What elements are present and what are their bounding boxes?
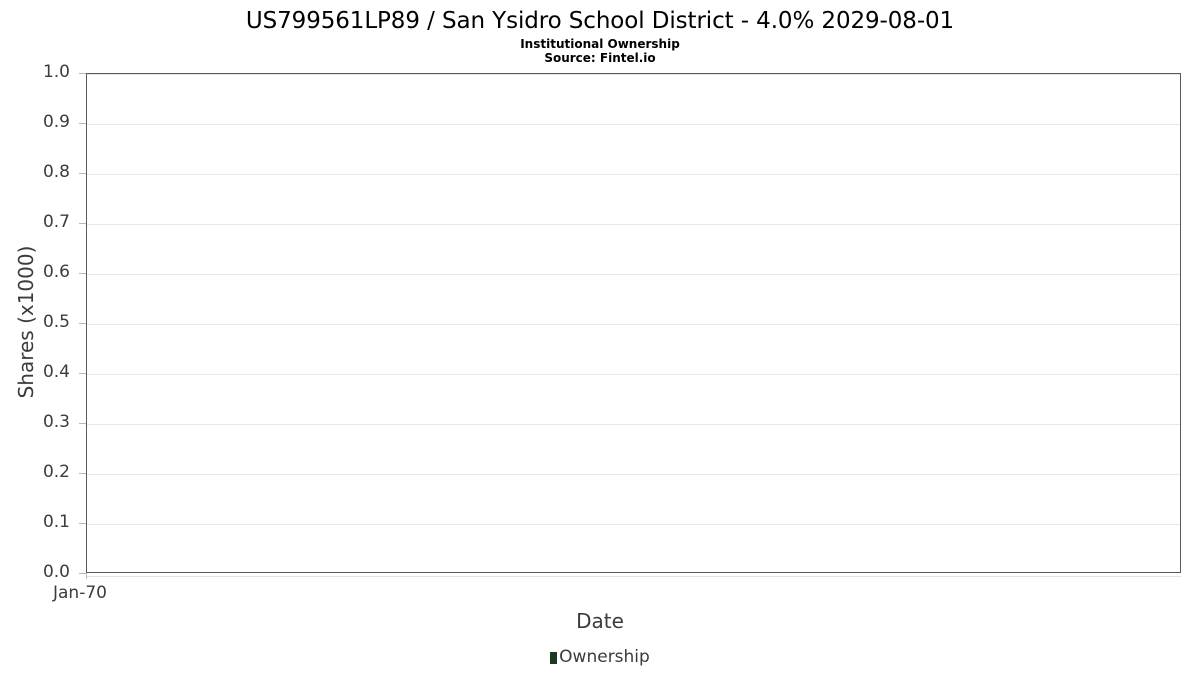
gridline [87, 424, 1180, 425]
y-tick-label: 1.0 [42, 62, 70, 82]
gridline [87, 124, 1180, 125]
y-tick-mark [79, 323, 86, 324]
gridline [87, 474, 1180, 475]
y-tick-mark [79, 373, 86, 374]
plot-area [86, 73, 1181, 573]
chart-subtitle: Institutional Ownership [520, 37, 680, 51]
y-tick-mark [79, 73, 86, 74]
y-tick-label: 0.5 [42, 312, 70, 332]
y-tick-mark [79, 423, 86, 424]
chart-title: US799561LP89 / San Ysidro School Distric… [245, 8, 955, 34]
gridline [87, 524, 1180, 525]
y-tick-label: 0.6 [42, 262, 70, 282]
chart-source: Source: Fintel.io [544, 51, 656, 65]
y-tick-label: 0.1 [42, 512, 70, 532]
legend-item[interactable]: Ownership [550, 648, 650, 667]
chart-header: US799561LP89 / San Ysidro School Distric… [0, 0, 1200, 65]
x-tick-label: Jan-70 [53, 583, 107, 603]
legend-label: Ownership [559, 647, 650, 667]
y-tick-label: 0.3 [42, 412, 70, 432]
legend-swatch-icon [550, 651, 558, 664]
y-tick-label: 0.8 [42, 162, 70, 182]
x-tick-mark [86, 573, 87, 579]
y-tick-label: 0.9 [42, 112, 70, 132]
gridline [87, 74, 1180, 75]
y-tick-label: 0.4 [42, 362, 70, 382]
x-axis-label: Date [576, 609, 624, 633]
gridline [87, 324, 1180, 325]
y-tick-mark [79, 123, 86, 124]
gridline [87, 274, 1180, 275]
y-tick-mark [79, 173, 86, 174]
y-tick-mark [79, 523, 86, 524]
chart-legend: Ownership [0, 648, 1200, 667]
y-tick-mark [79, 573, 86, 574]
gridline [87, 174, 1180, 175]
axis-baseline [86, 576, 1181, 577]
y-tick-label: 0.2 [42, 462, 70, 482]
y-tick-label: 0.0 [42, 562, 70, 582]
y-tick-mark [79, 273, 86, 274]
gridline [87, 224, 1180, 225]
gridline [87, 374, 1180, 375]
y-tick-mark [79, 473, 86, 474]
y-tick-label: 0.7 [42, 212, 70, 232]
y-tick-mark [79, 223, 86, 224]
